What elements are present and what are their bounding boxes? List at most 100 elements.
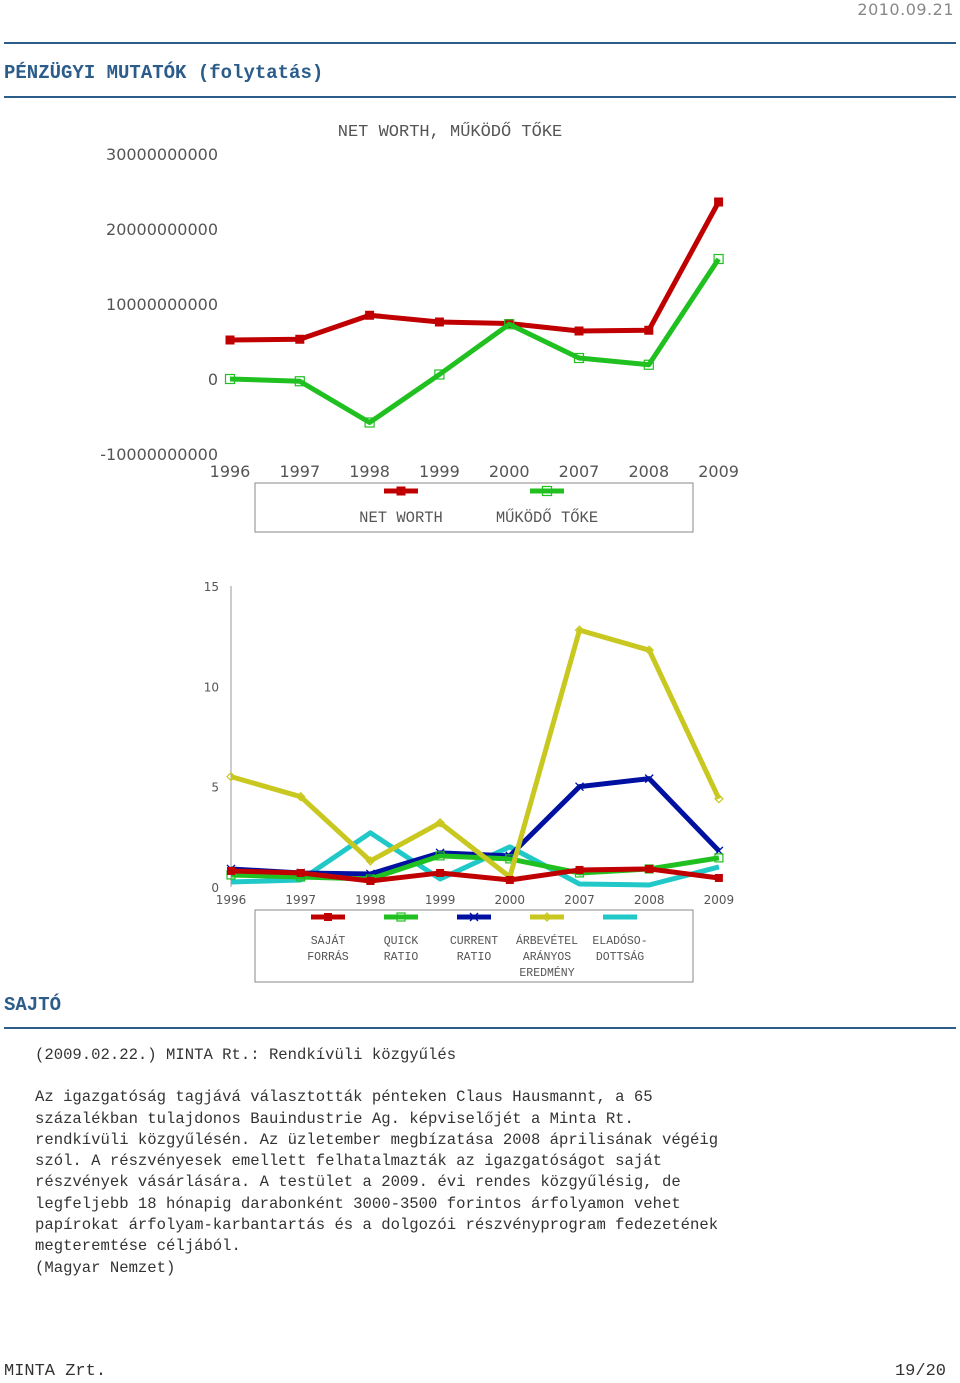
data-point [227, 866, 235, 875]
press-line: papírokat árfolyam-karbantartás és a dol… [35, 1216, 719, 1235]
data-point [435, 817, 445, 828]
data-point [644, 325, 654, 335]
y-tick-label: 0 [211, 881, 219, 895]
legend-label: RATIO [457, 951, 492, 964]
legend-label: ELADÓSO- [592, 934, 647, 948]
data-point [714, 873, 723, 882]
section-title-press: SAJTÓ [4, 994, 62, 1016]
data-point [643, 359, 654, 370]
press-headline: (2009.02.22.) MINTA Rt.: Rendkívüli közg… [35, 1046, 457, 1064]
legend-label: QUICK [384, 935, 419, 948]
data-point [296, 868, 305, 877]
data-point [644, 774, 654, 784]
x-tick-label: 1999 [419, 462, 460, 481]
legend-marker [324, 913, 332, 921]
x-tick-label: 1998 [349, 462, 390, 481]
x-tick-label: 2008 [634, 893, 665, 907]
legend-marker [396, 486, 406, 496]
y-tick-label: 0 [208, 370, 218, 389]
y-tick-label: -10000000000 [100, 445, 218, 464]
y-tick-label: 15 [204, 580, 219, 594]
data-point [434, 317, 444, 327]
data-point [226, 771, 236, 782]
section-rule-press [4, 1027, 956, 1029]
legend-box [254, 482, 694, 533]
press-line: Az igazgatóság tagjává választották pént… [35, 1088, 653, 1107]
data-point [366, 876, 375, 885]
data-point [574, 326, 584, 336]
data-point [573, 352, 585, 364]
press-line: rendkívüli közgyűlésén. Az üzletember me… [35, 1130, 719, 1149]
press-line: százalékban tulajdonos Bauindustrie Ag. … [35, 1109, 634, 1128]
footer-company: MINTA Zrt. [4, 1362, 107, 1381]
legend-label: MŰKÖDŐ TŐKE [496, 509, 598, 527]
y-tick-label: 30000000000 [106, 145, 218, 164]
data-point [436, 868, 445, 877]
x-tick-label: 1997 [279, 462, 320, 481]
x-tick-label: 1996 [216, 893, 247, 907]
data-point [644, 645, 655, 656]
legend-label: ARÁNYOS [523, 950, 571, 964]
data-point [714, 793, 724, 804]
data-point [713, 253, 724, 265]
press-line: megteremtése céljából. [35, 1237, 241, 1256]
data-point [574, 625, 585, 635]
header-date: 2010.09.21 [857, 0, 954, 19]
press-line: legfeljebb 18 hónapig darabonként 3000-3… [35, 1194, 681, 1213]
legend-label: DOTTSÁG [596, 950, 644, 964]
legend-label: NET WORTH [359, 509, 443, 527]
data-point [505, 875, 514, 884]
press-line: részvények vásárlására. A testület a 200… [35, 1173, 681, 1192]
y-tick-label: 10 [204, 680, 219, 694]
legend-label: RATIO [384, 951, 419, 964]
x-tick-label: 2009 [698, 462, 739, 481]
data-point [294, 376, 305, 387]
y-tick-label: 10000000000 [106, 295, 218, 314]
x-tick-label: 1998 [355, 893, 386, 907]
data-point [504, 319, 515, 330]
legend-box [254, 909, 694, 983]
data-point [295, 334, 305, 344]
data-point [714, 853, 724, 863]
net-worth-chart: NET WORTH, MŰKÖDŐ TŐKE -10000000000 0 1000… [100, 121, 739, 533]
legend-label: EREDMÉNY [519, 966, 574, 980]
section-rule-financial [4, 96, 956, 98]
press-line: szól. A részvényesek emellett felhatalma… [35, 1152, 662, 1171]
data-point [225, 335, 235, 345]
data-point [575, 865, 584, 874]
y-tick-label: 5 [211, 781, 219, 795]
section-title-financial: PÉNZÜGYI MUTATÓK (folytatás) [4, 62, 324, 84]
legend-label: CURRENT [450, 935, 498, 948]
x-tick-label: 2008 [628, 462, 669, 481]
x-tick-label: 1997 [285, 893, 316, 907]
data-point [435, 851, 445, 861]
header-rule [4, 42, 956, 44]
legend-label: ÁRBEVÉTEL [516, 934, 578, 948]
footer-page: 19/20 [894, 1362, 946, 1381]
x-tick-label: 2007 [559, 462, 600, 481]
legend-marker [469, 912, 479, 922]
x-tick-label: 2007 [564, 893, 595, 907]
data-point [365, 856, 376, 866]
legend-label: SAJÁT [311, 934, 346, 948]
series-line [229, 257, 721, 425]
series-line [230, 866, 720, 884]
legend-marker [541, 485, 553, 497]
data-point [714, 197, 724, 207]
legend-label: FORRÁS [307, 950, 349, 964]
x-tick-label: 1996 [210, 462, 251, 481]
press-source: (Magyar Nemzet) [35, 1258, 176, 1277]
x-tick-label: 2000 [495, 893, 526, 907]
series-line [230, 627, 722, 880]
data-point [365, 310, 375, 320]
data-point [575, 782, 584, 792]
chart1-title: NET WORTH, MŰKÖDŐ TŐKE [338, 121, 562, 142]
legend-marker [396, 912, 406, 922]
press-article: (2009.02.22.) MINTA Rt.: Rendkívüli közg… [35, 1045, 718, 1279]
data-point [364, 417, 375, 428]
series-line [229, 200, 721, 343]
x-tick-label: 2009 [704, 893, 735, 907]
data-point [645, 864, 654, 873]
y-tick-label: 20000000000 [106, 220, 218, 239]
